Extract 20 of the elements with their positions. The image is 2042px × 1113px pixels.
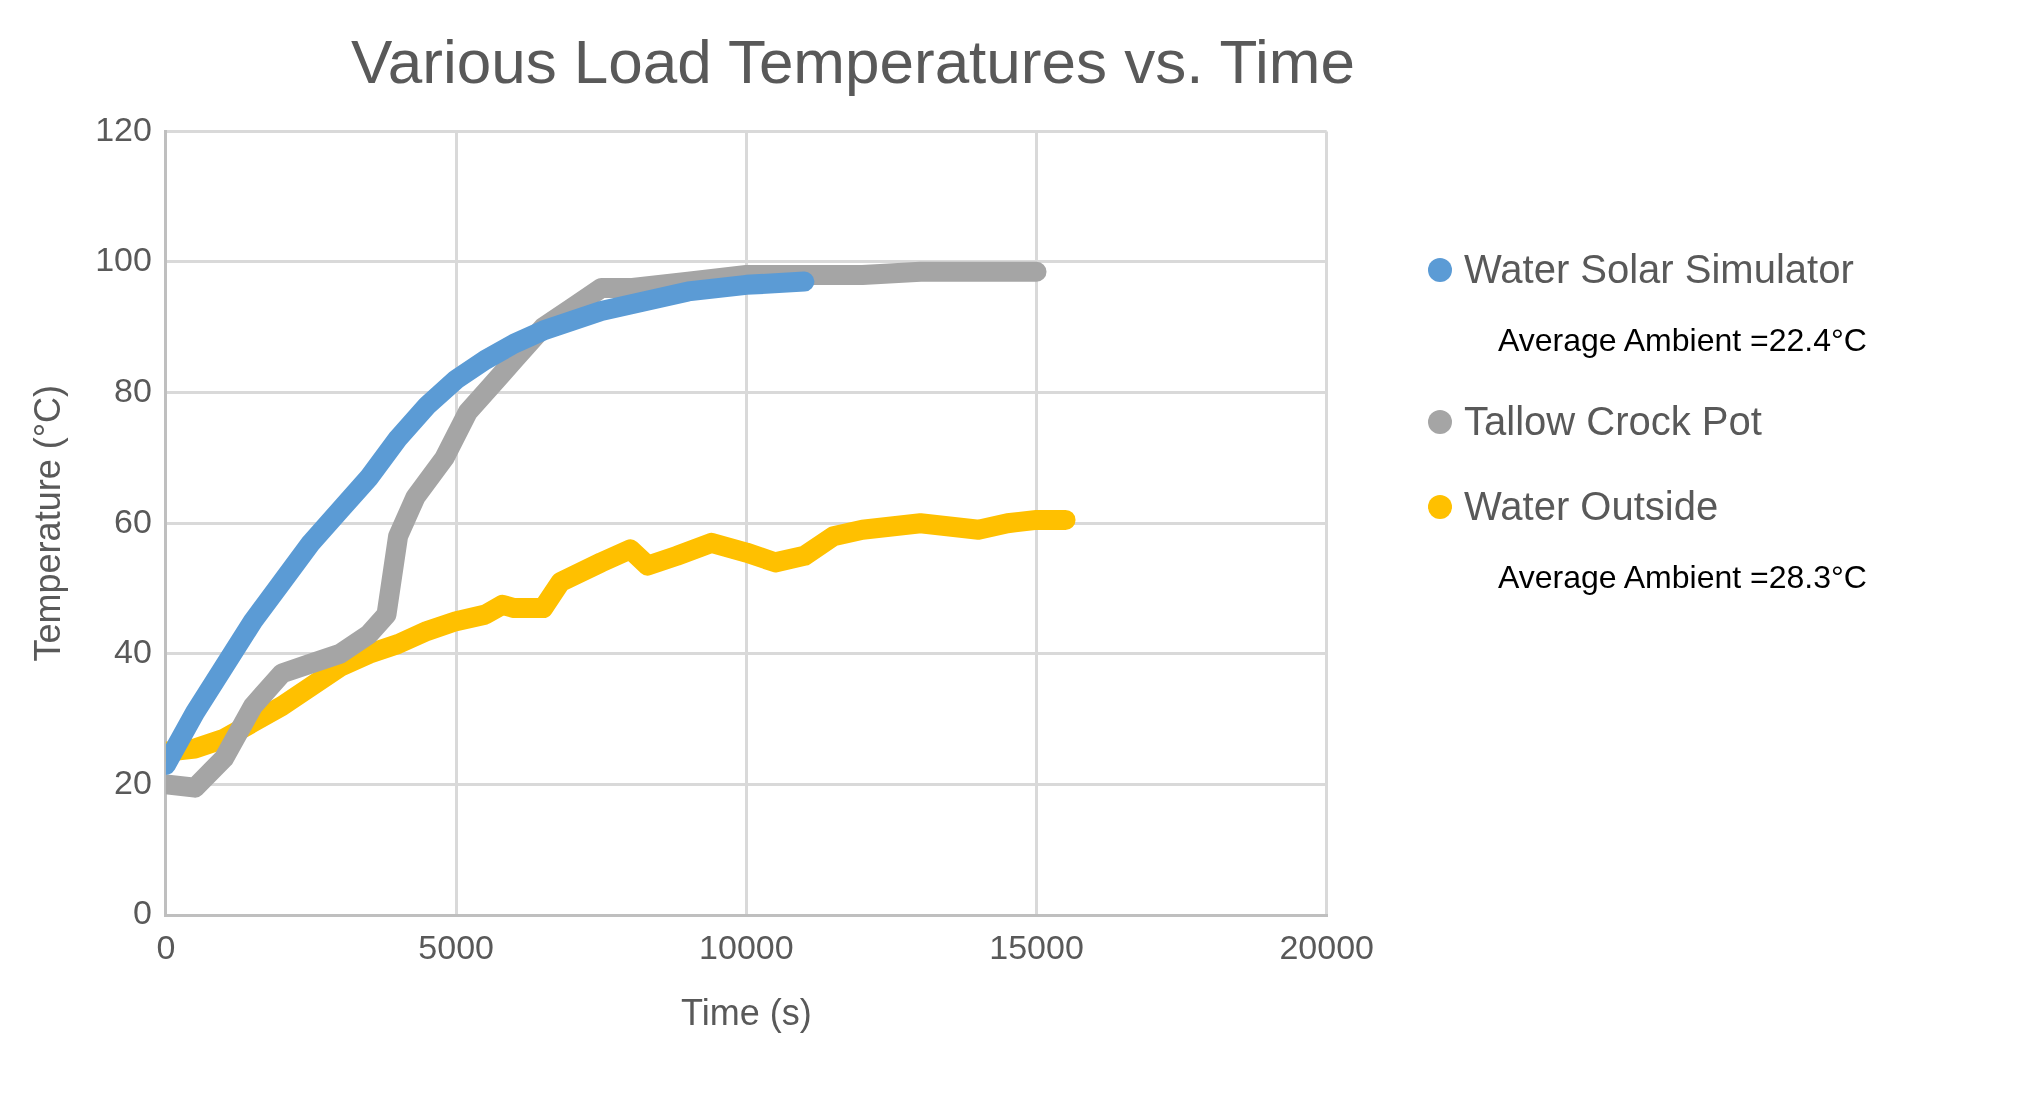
y-tick-label: 40 <box>114 632 152 671</box>
y-tick-label: 20 <box>114 762 152 801</box>
chart-title: Various Load Temperatures vs. Time <box>350 26 1356 97</box>
y-tick-label: 0 <box>133 893 152 932</box>
x-tick-label: 20000 <box>1279 927 1374 966</box>
text: Average Ambient =28.3°C <box>1498 559 1867 596</box>
text: Average Ambient =22.4°C <box>1498 322 1867 359</box>
y-tick-label: 100 <box>95 240 152 279</box>
y-tick-label: 60 <box>114 501 152 540</box>
x-tick-label: 5000 <box>418 927 494 966</box>
x-axis-title: Time (s) <box>681 992 812 1034</box>
x-tick-label: 0 <box>156 927 176 966</box>
x-tick-label: 15000 <box>989 927 1084 966</box>
legend-label: Water Outside <box>1463 484 1720 529</box>
legend-label: Water Solar Simulator <box>1463 247 1855 292</box>
y-tick-label: 120 <box>95 109 152 148</box>
x-tick-label: 10000 <box>699 927 794 966</box>
y-axis-title: Temperature (°C) <box>26 384 68 662</box>
legend-label: Tallow Crock Pot <box>1463 399 1763 444</box>
y-tick-label: 80 <box>114 370 152 409</box>
